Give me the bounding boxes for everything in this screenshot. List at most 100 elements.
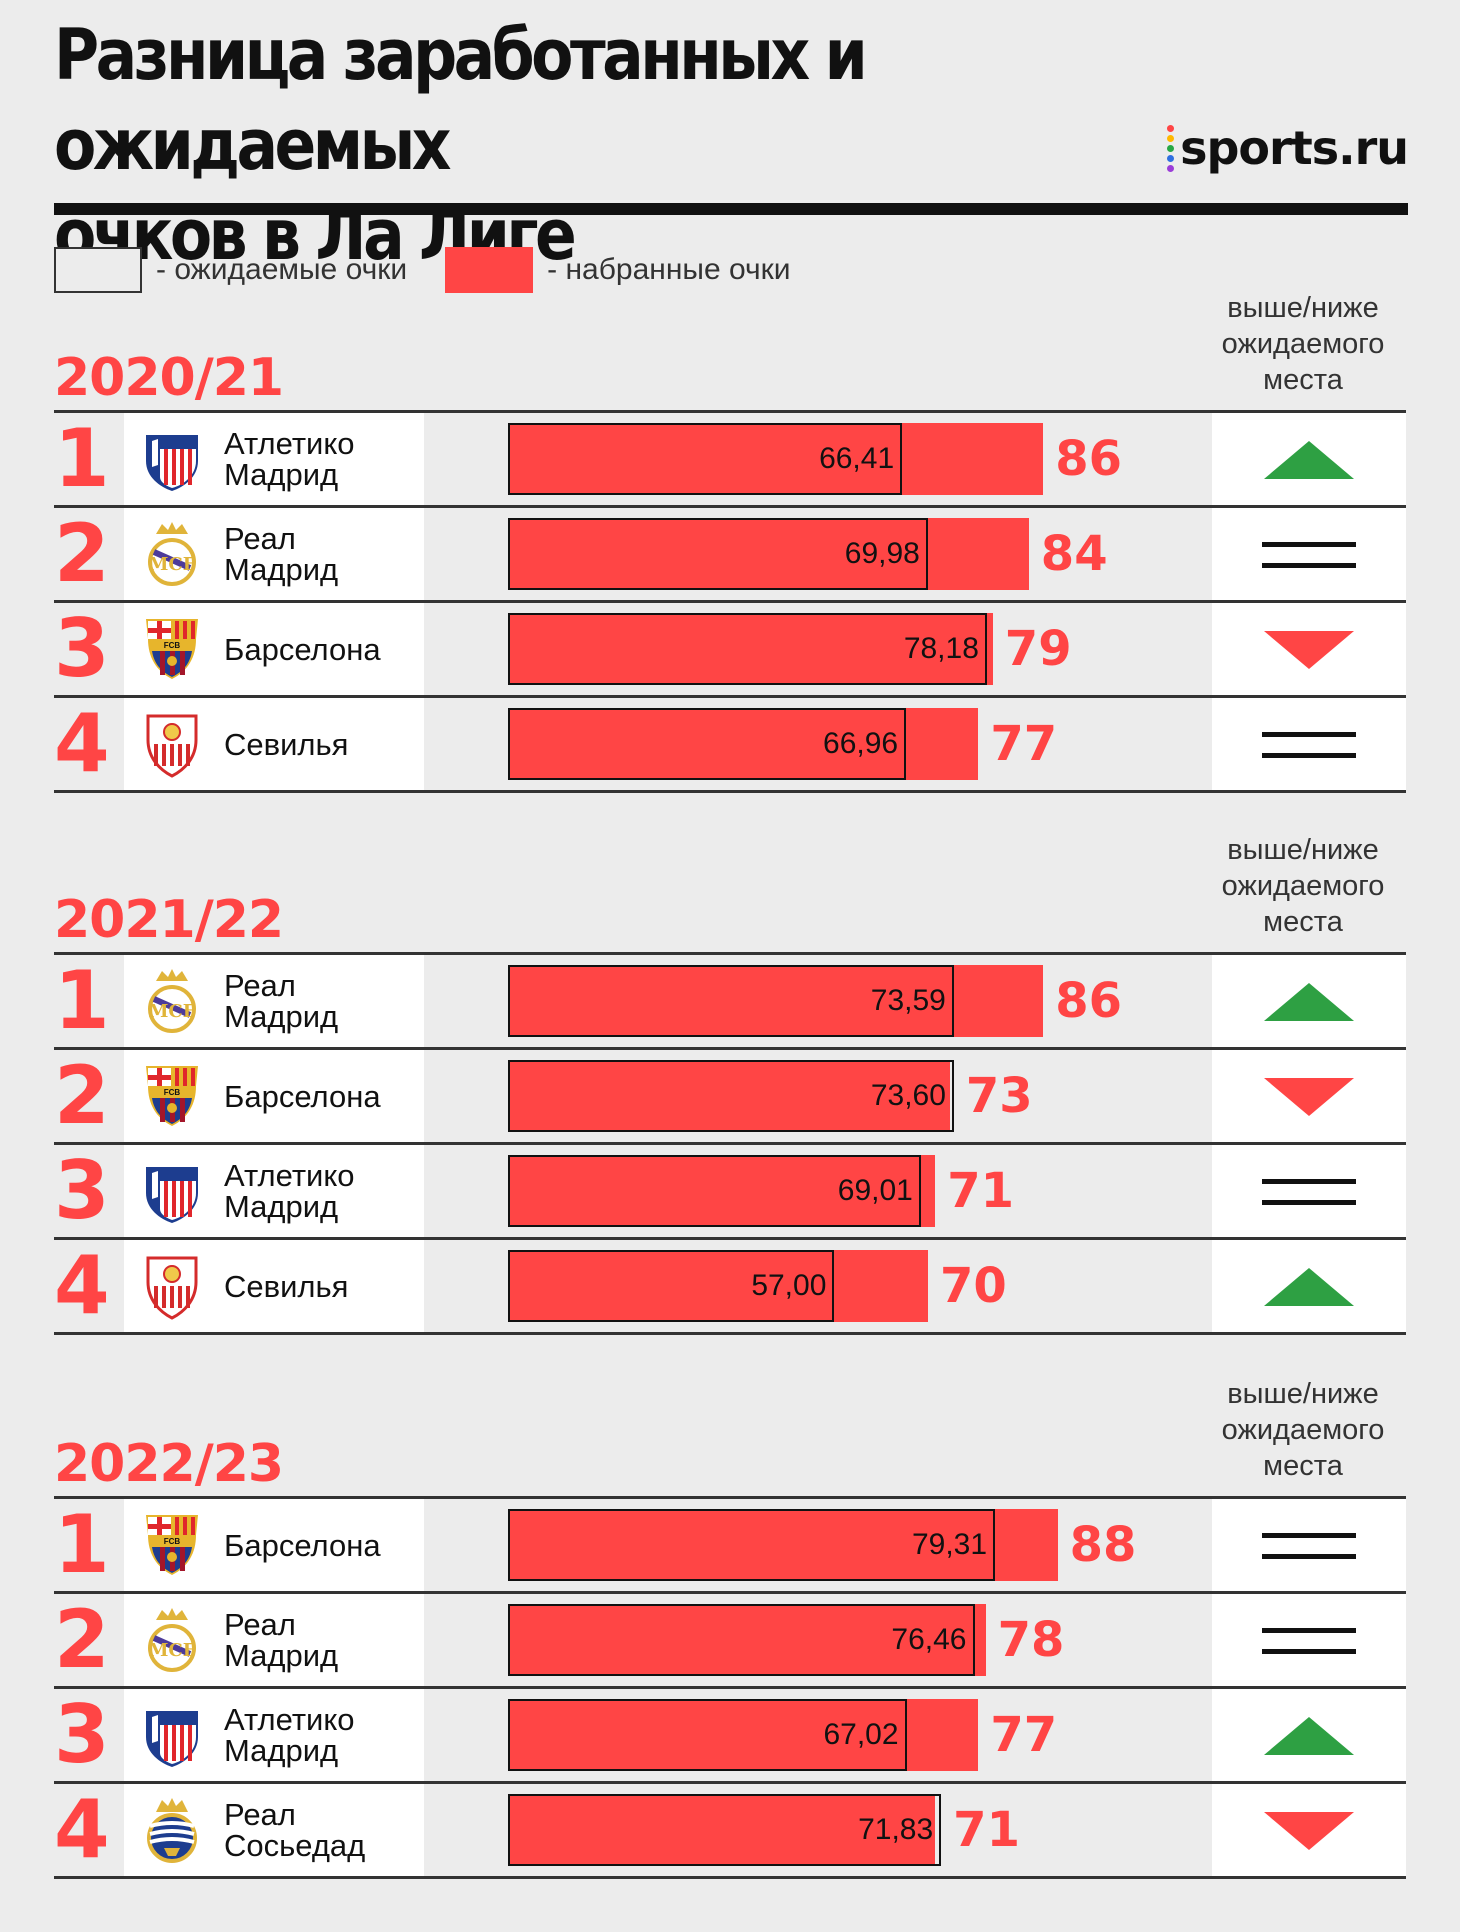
- points-bar-area: 57,00 70: [424, 1240, 1212, 1332]
- actual-points-bar: [508, 1699, 979, 1771]
- team-cell: MCF Реал Мадрид: [124, 508, 424, 600]
- diff-down-icon: [1264, 631, 1354, 669]
- table-row: 3 Атлетико Мадрид 69,01 71: [54, 1145, 1406, 1240]
- expected-points-bar: [508, 1060, 954, 1132]
- logo-text: sports.ru: [1180, 121, 1409, 175]
- expected-points-bar: [508, 1794, 942, 1866]
- expected-points-bar: [508, 965, 954, 1037]
- expected-points-label: 79,31: [911, 1528, 988, 1561]
- season-block: 2020/21 выше/ниже ожидаемого места 1 Атлети…: [54, 292, 1406, 793]
- diff-equal-icon: [1262, 1628, 1356, 1654]
- logo-dot: [1167, 164, 1175, 172]
- team-name: Реал Мадрид: [224, 1607, 339, 1673]
- place-diff-cell: [1212, 1240, 1406, 1332]
- rank-number: 2: [54, 507, 110, 600]
- points-bar-area: 76,46 78: [424, 1594, 1212, 1686]
- expected-points-label: 71,83: [858, 1813, 934, 1846]
- actual-points-bar: [508, 613, 993, 685]
- atletico-madrid-crest: [146, 435, 198, 491]
- legend-actual-label: - набранные очки: [547, 253, 791, 286]
- rank-number: 1: [54, 412, 110, 505]
- expected-points-label: 57,00: [751, 1269, 827, 1302]
- team-name: Реал Мадрид: [224, 521, 339, 587]
- barcelona-crest: FCB: [146, 1066, 198, 1126]
- diff-down-icon: [1264, 1078, 1354, 1116]
- points-bar-area: 67,02 77: [424, 1689, 1212, 1781]
- team-name: Реал Мадрид: [224, 968, 339, 1034]
- actual-points-bar: [508, 518, 1029, 590]
- team-cell: Атлетико Мадрид: [124, 1689, 424, 1781]
- actual-points-label: 84: [1040, 526, 1108, 582]
- place-diff-cell: [1212, 955, 1406, 1047]
- points-bar-area: 73,59 86: [424, 955, 1212, 1047]
- team-cell: Атлетико Мадрид: [124, 413, 424, 505]
- real-madrid-crest: MCF: [148, 522, 196, 586]
- logo-dot: [1167, 124, 1175, 132]
- actual-points-bar: [508, 1250, 928, 1322]
- diff-up-icon: [1264, 1717, 1354, 1755]
- svg-text:MCF: MCF: [148, 1001, 195, 1022]
- team-cell: Севилья: [124, 1240, 424, 1332]
- diff-up-icon: [1264, 1268, 1354, 1306]
- actual-points-bar: [508, 965, 1044, 1037]
- actual-points-bar: [508, 1794, 936, 1866]
- legend-actual-swatch: [445, 247, 534, 293]
- table-row: 4 Реал Сосьедад 71,83 71: [54, 1784, 1406, 1879]
- chart-title: Разница заработанных и ожидаемых очков в…: [54, 10, 1110, 280]
- barcelona-crest: FCB: [146, 619, 198, 679]
- diff-up-icon: [1264, 983, 1354, 1021]
- rank-number: 4: [54, 697, 110, 790]
- points-bar-area: 66,96 77: [424, 698, 1212, 790]
- diff-equal-icon: [1262, 1533, 1356, 1559]
- points-bar-area: 66,41 86: [424, 413, 1212, 505]
- place-diff-cell: [1212, 1594, 1406, 1686]
- points-bar-area: 69,01 71: [424, 1145, 1212, 1237]
- team-cell: FCB Барселона: [124, 603, 424, 695]
- expected-points-bar: [508, 613, 987, 685]
- season-block: 2022/23 выше/ниже ожидаемого места 1 FCB Бар…: [54, 1378, 1406, 1879]
- rank-number: 1: [54, 954, 110, 1047]
- expected-points-bar: [508, 1509, 996, 1581]
- diff-column-header: выше/ниже ожидаемого места: [1221, 1378, 1385, 1482]
- actual-points-bar: [508, 1509, 1058, 1581]
- expected-points-label: 66,96: [823, 727, 899, 760]
- diff-equal-icon: [1262, 732, 1356, 758]
- place-diff-cell: [1212, 1689, 1406, 1781]
- expected-points-bar: [508, 708, 907, 780]
- rank-number: 4: [54, 1239, 110, 1332]
- rank-number: 2: [54, 1593, 110, 1686]
- expected-points-label: 76,46: [891, 1623, 967, 1656]
- diff-up-icon: [1264, 441, 1354, 479]
- team-cell: FCB Барселона: [124, 1050, 424, 1142]
- actual-points-label: 77: [990, 716, 1058, 772]
- team-cell: Севилья: [124, 698, 424, 790]
- table-row: 4 Севилья 57,00 70: [54, 1240, 1406, 1335]
- actual-points-label: 73: [965, 1068, 1033, 1124]
- actual-points-label: 77: [990, 1707, 1058, 1763]
- expected-points-bar: [508, 1699, 907, 1771]
- real-sociedad-crest: [147, 1798, 197, 1863]
- season-label: 2022/23: [54, 1434, 284, 1494]
- actual-points-label: 86: [1055, 431, 1122, 487]
- svg-text:FCB: FCB: [164, 641, 181, 650]
- team-name: Барселона: [224, 631, 381, 667]
- expected-points-bar: [508, 1250, 835, 1322]
- expected-points-bar: [508, 1155, 921, 1227]
- place-diff-cell: [1212, 1784, 1406, 1876]
- rank-number: 2: [54, 1049, 110, 1142]
- table-row: 2 MCF Реал Мадрид 76,46 78: [54, 1594, 1406, 1689]
- svg-text:FCB: FCB: [164, 1537, 181, 1546]
- table-row: 1 Атлетико Мадрид 66,41 86: [54, 413, 1406, 508]
- team-name: Барселона: [224, 1078, 381, 1114]
- place-diff-cell: [1212, 603, 1406, 695]
- place-diff-cell: [1212, 508, 1406, 600]
- actual-points-label: 71: [947, 1163, 1014, 1219]
- expected-points-bar: [508, 518, 928, 590]
- table-row: 1 MCF Реал Мадрид 73,59 86: [54, 955, 1406, 1050]
- team-name: Атлетико Мадрид: [224, 426, 355, 492]
- header-divider: [54, 203, 1408, 215]
- expected-points-label: 69,98: [844, 537, 920, 570]
- actual-points-label: 78: [997, 1612, 1065, 1668]
- actual-points-bar: [508, 1604, 986, 1676]
- expected-points-label: 73,59: [870, 984, 946, 1017]
